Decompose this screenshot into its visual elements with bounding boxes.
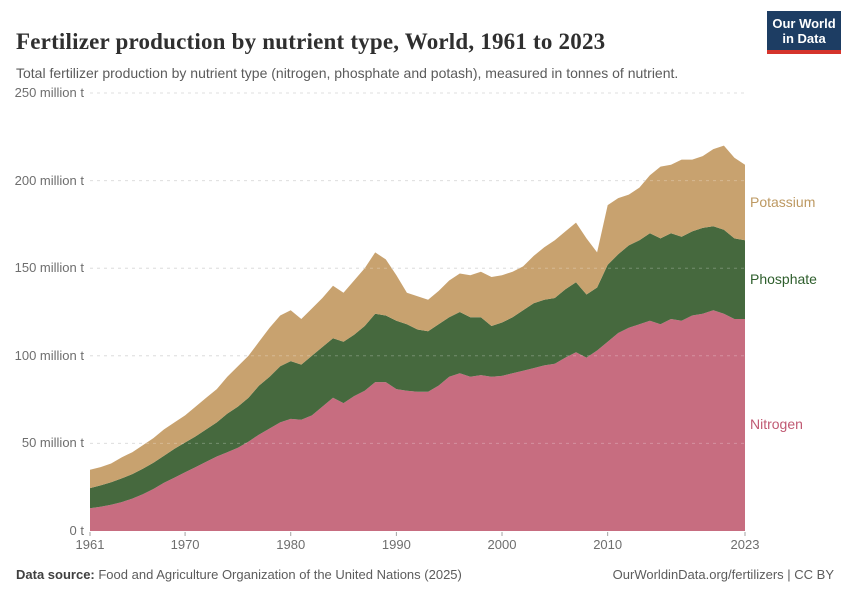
y-tick-label-250: 250 million t — [14, 85, 84, 100]
area-phosphate[interactable] — [90, 226, 745, 509]
x-tick-label-1970: 1970 — [170, 537, 200, 552]
x-axis-ticks — [89, 532, 746, 536]
x-tick-label-2010: 2010 — [593, 537, 623, 552]
area-nitrogen[interactable] — [90, 310, 745, 531]
owid-link[interactable]: OurWorldinData.org/fertilizers — [612, 567, 784, 582]
area-potassium[interactable] — [90, 145, 745, 489]
y-tick-label-50: 50 million t — [21, 435, 84, 451]
y-tick-label-200: 200 million t — [14, 172, 84, 188]
x-tick-label-2000: 2000 — [487, 537, 517, 552]
legend-label-potassium[interactable]: Potassium — [750, 193, 816, 210]
y-tick-label-0: 0 t — [69, 523, 84, 538]
owid-logo-line1: Our World — [772, 16, 836, 31]
data-source-note: Data source: Food and Agriculture Organi… — [16, 567, 462, 582]
attribution-note: OurWorldinData.org/fertilizers | CC BY — [613, 567, 834, 582]
chart-subtitle: Total fertilizer production by nutrient … — [16, 65, 679, 81]
owid-logo[interactable]: Our World in Data — [767, 11, 841, 54]
owid-logo-line2: in Data — [782, 31, 826, 46]
x-tick-label-1980: 1980 — [276, 537, 306, 552]
legend-label-phosphate[interactable]: Phosphate — [750, 270, 817, 287]
data-source-value: Food and Agriculture Organization of the… — [94, 567, 462, 582]
data-source-label: Data source: — [16, 567, 95, 582]
x-tick-label-2023: 2023 — [730, 537, 760, 552]
x-tick-label-1961: 1961 — [75, 537, 105, 552]
page-title: Fertilizer production by nutrient type, … — [16, 29, 606, 55]
y-tick-label-150: 150 million t — [14, 260, 84, 276]
y-tick-label-100: 100 million t — [14, 347, 84, 363]
license-label: | CC BY — [783, 567, 834, 582]
x-tick-label-1990: 1990 — [381, 537, 411, 552]
legend-label-nitrogen[interactable]: Nitrogen — [750, 416, 803, 432]
